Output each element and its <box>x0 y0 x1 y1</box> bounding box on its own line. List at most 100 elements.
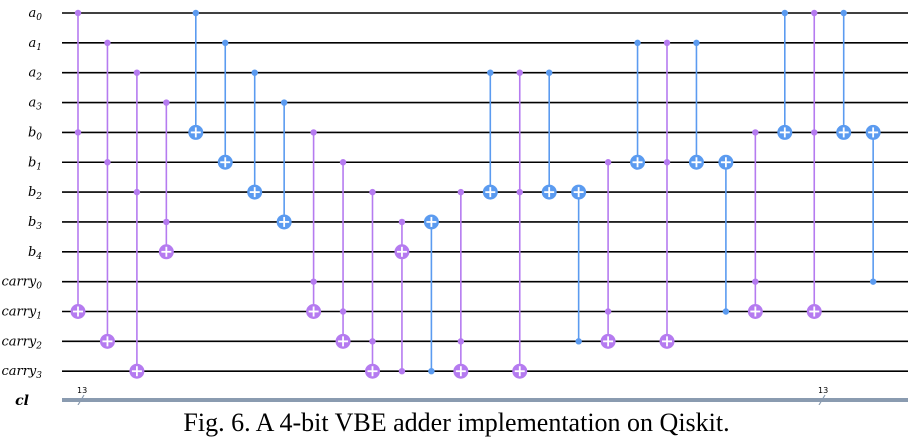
qubit-label-a3: a3 <box>29 96 43 113</box>
control-dot <box>516 69 523 76</box>
qubit-label-b3: b3 <box>28 215 42 232</box>
control-dot <box>722 308 730 315</box>
control-dot <box>811 9 818 17</box>
cnot-gate <box>276 99 292 230</box>
cnot-gate <box>541 69 557 200</box>
circuit-diagram: a0 a1 a2 a3 b0 b1 b2 b3 b4 carry0 carry1 carry2 carr… <box>1 6 908 405</box>
control-dot <box>604 308 612 315</box>
target-xor-icon <box>306 304 322 319</box>
qubit-label-a1: a1 <box>29 36 43 53</box>
qubit-label-carry1: carry1 <box>1 305 42 322</box>
toffoli-gate <box>99 39 115 349</box>
target-xor-icon <box>247 184 263 200</box>
toffoli-gate <box>659 39 675 349</box>
control-dot <box>487 69 494 76</box>
target-xor-icon <box>865 124 881 140</box>
cnot-gate <box>423 214 439 375</box>
cnot-gate <box>865 124 881 285</box>
control-dot <box>369 338 376 345</box>
classical-register: cl 13 13 <box>15 386 908 405</box>
control-dot <box>546 69 553 76</box>
cnot-gate <box>836 9 852 140</box>
control-dot <box>104 159 111 166</box>
toffoli-gate <box>747 129 763 319</box>
control-dot <box>104 39 111 47</box>
target-xor-icon <box>571 184 587 200</box>
qubit-label-b0: b0 <box>28 125 42 142</box>
figure-caption: Fig. 6. A 4-bit VBE adder implementation… <box>183 408 730 437</box>
target-xor-icon <box>99 333 115 349</box>
control-dot <box>575 338 582 345</box>
toffoli-gate <box>129 69 145 379</box>
control-dot <box>192 9 199 17</box>
toffoli-gate <box>806 9 822 319</box>
target-xor-icon <box>335 333 351 349</box>
target-xor-icon <box>836 124 852 140</box>
control-dot <box>781 9 788 17</box>
qubit-label-carry3: carry3 <box>1 364 42 381</box>
gates <box>70 9 881 379</box>
toffoli-gate <box>512 69 528 379</box>
control-dot <box>840 9 847 17</box>
cnot-gate <box>688 39 704 170</box>
qubit-label-carry2: carry2 <box>1 334 42 351</box>
qubit-wires <box>62 12 908 373</box>
target-xor-icon <box>217 154 233 170</box>
target-xor-icon <box>806 304 822 319</box>
control-dot <box>369 188 376 196</box>
cnot-gate <box>718 154 734 315</box>
classical-register-size-left: 13 <box>77 386 87 395</box>
target-xor-icon <box>188 124 204 140</box>
control-dot <box>398 368 406 375</box>
control-dot <box>280 99 288 106</box>
control-dot <box>398 218 406 226</box>
cnot-gate <box>482 69 498 200</box>
control-dot <box>811 129 818 136</box>
control-dot <box>634 39 641 47</box>
toffoli-gate <box>600 159 616 349</box>
control-dot <box>693 39 700 47</box>
target-xor-icon <box>512 363 528 379</box>
cnot-gate <box>247 69 263 200</box>
target-xor-icon <box>718 154 734 170</box>
control-dot <box>222 39 229 47</box>
target-xor-icon <box>541 184 557 200</box>
control-dot <box>133 188 141 196</box>
toffoli-gate <box>158 99 174 260</box>
qubit-label-a2: a2 <box>29 66 43 83</box>
control-dot <box>74 9 82 17</box>
control-dot <box>310 129 317 136</box>
target-xor-icon <box>158 244 174 260</box>
target-xor-icon <box>423 214 439 230</box>
control-dot <box>163 99 170 106</box>
toffoli-gate <box>335 159 351 349</box>
control-dot <box>516 188 523 196</box>
target-xor-icon <box>630 154 646 170</box>
target-xor-icon <box>365 363 380 379</box>
control-dot <box>133 69 141 76</box>
toffoli-gate <box>306 129 322 319</box>
classical-register-size-right: 13 <box>818 386 828 395</box>
qubit-label-b2: b2 <box>28 185 42 202</box>
control-dot <box>74 129 82 136</box>
control-dot <box>604 159 612 166</box>
target-xor-icon <box>394 244 410 260</box>
target-xor-icon <box>747 304 763 319</box>
target-xor-icon <box>70 304 86 319</box>
control-dot <box>663 39 671 47</box>
control-dot <box>457 188 465 196</box>
cnot-gate <box>777 9 793 140</box>
classical-bus-mark-left <box>77 394 85 405</box>
control-dot <box>457 338 465 345</box>
control-dot <box>339 159 347 166</box>
qubit-label-carry0: carry0 <box>1 275 42 292</box>
toffoli-gate <box>365 188 380 379</box>
control-dot <box>752 129 759 136</box>
target-xor-icon <box>453 363 469 379</box>
cnot-gate <box>217 39 233 170</box>
toffoli-gate <box>453 188 469 379</box>
control-dot <box>428 368 435 375</box>
qubit-label-a0: a0 <box>29 6 43 23</box>
control-dot <box>251 69 258 76</box>
control-dot <box>869 278 877 285</box>
